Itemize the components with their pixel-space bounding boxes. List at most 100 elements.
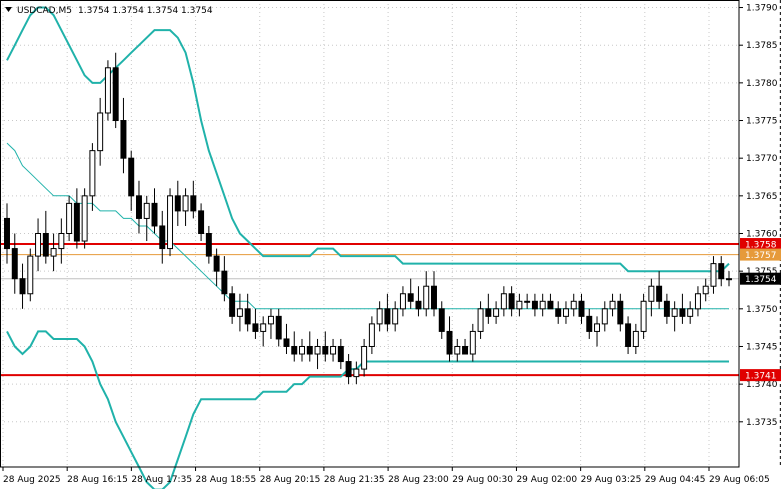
- level-badge: 1.3758: [745, 241, 777, 251]
- candle-body: [306, 345, 313, 355]
- candle: [174, 180, 181, 226]
- candle: [625, 316, 632, 355]
- candle-body: [104, 67, 111, 114]
- y-tick-label: 1.3740: [746, 380, 778, 390]
- current-price-badge: 1.3754: [745, 275, 777, 285]
- candle-body: [594, 323, 601, 332]
- candle: [609, 293, 616, 317]
- candle-body: [221, 270, 228, 295]
- candle: [531, 293, 538, 317]
- chart-header: USDCAD,M5 1.3754 1.3754 1.3754 1.3754: [5, 6, 213, 16]
- level-badge: 1.3741: [745, 372, 777, 382]
- candle: [586, 308, 593, 339]
- candle-body: [35, 233, 42, 257]
- candle: [275, 308, 282, 347]
- candle: [35, 218, 42, 272]
- candle: [89, 143, 96, 211]
- candle: [656, 271, 663, 309]
- candle-body: [368, 323, 375, 347]
- candle-body: [648, 285, 655, 302]
- candle-body: [423, 285, 430, 310]
- candle: [376, 301, 383, 332]
- candle: [718, 256, 725, 287]
- candle-body: [671, 308, 678, 317]
- candle: [19, 263, 26, 309]
- y-tick-label: 1.3745: [746, 342, 778, 352]
- candle-body: [376, 308, 383, 325]
- x-tick-label: 28 Aug 2025: [3, 475, 61, 485]
- candle-body: [531, 300, 538, 310]
- level-badge-bg: [740, 369, 781, 382]
- candle-body: [159, 225, 166, 250]
- candle-body: [97, 112, 104, 152]
- candle-body: [128, 157, 135, 197]
- candle: [702, 278, 709, 302]
- candle-body: [586, 315, 593, 332]
- candle: [120, 97, 127, 174]
- horizontal-levels: [0, 243, 739, 377]
- x-tick-label: 29 Aug 00:30: [452, 475, 513, 485]
- candle-body: [19, 278, 26, 295]
- candle-body: [454, 345, 461, 355]
- candle-body: [617, 300, 624, 325]
- candle-body: [477, 308, 484, 332]
- candle: [539, 293, 546, 317]
- candle-body: [555, 308, 562, 317]
- candle-body: [267, 315, 274, 325]
- candle: [205, 225, 212, 264]
- candle-body: [151, 202, 158, 227]
- candle: [423, 271, 430, 317]
- candle-body: [361, 345, 368, 370]
- candle: [267, 308, 274, 339]
- candle-body: [524, 300, 531, 303]
- candle: [648, 278, 655, 317]
- candle-body: [112, 67, 119, 122]
- candle-body: [291, 345, 298, 355]
- candle: [306, 331, 313, 362]
- candles: [4, 52, 732, 385]
- candle: [159, 210, 166, 264]
- candle: [73, 188, 80, 249]
- candle: [663, 293, 670, 324]
- candle: [58, 218, 65, 264]
- candle: [710, 256, 717, 294]
- candle: [446, 316, 453, 362]
- candle-body: [50, 248, 57, 257]
- candle: [97, 97, 104, 166]
- candle: [462, 338, 469, 355]
- y-tick-label: 1.3790: [746, 4, 778, 14]
- candle: [143, 195, 150, 242]
- candle: [601, 301, 608, 332]
- y-tick-label: 1.3755: [746, 267, 778, 277]
- candle: [291, 331, 298, 362]
- candle-body: [578, 300, 585, 317]
- candle: [299, 338, 305, 362]
- candle: [112, 52, 119, 129]
- level-badge-bg: [740, 248, 781, 261]
- candle: [555, 301, 562, 324]
- candle: [353, 361, 360, 385]
- candle-body: [446, 330, 453, 355]
- candle-body: [687, 308, 694, 317]
- candle-body: [663, 300, 670, 317]
- candle-body: [182, 195, 189, 212]
- candle-body: [252, 323, 259, 332]
- candle: [104, 60, 111, 121]
- candle: [11, 233, 18, 294]
- candle-body: [299, 345, 305, 355]
- candle-body: [562, 308, 569, 317]
- x-tick-label: 28 Aug 23:00: [388, 475, 449, 485]
- candle: [151, 188, 158, 234]
- dropdown-triangle-icon[interactable]: [5, 7, 12, 12]
- candle: [415, 286, 422, 317]
- bb-upper-line: [6, 6, 730, 273]
- candle: [508, 286, 515, 317]
- x-tick-label: 29 Aug 03:25: [581, 475, 642, 485]
- candle: [229, 286, 236, 324]
- y-tick-label: 1.3750: [746, 305, 778, 315]
- candle-body: [120, 120, 127, 159]
- candle-body: [174, 195, 181, 212]
